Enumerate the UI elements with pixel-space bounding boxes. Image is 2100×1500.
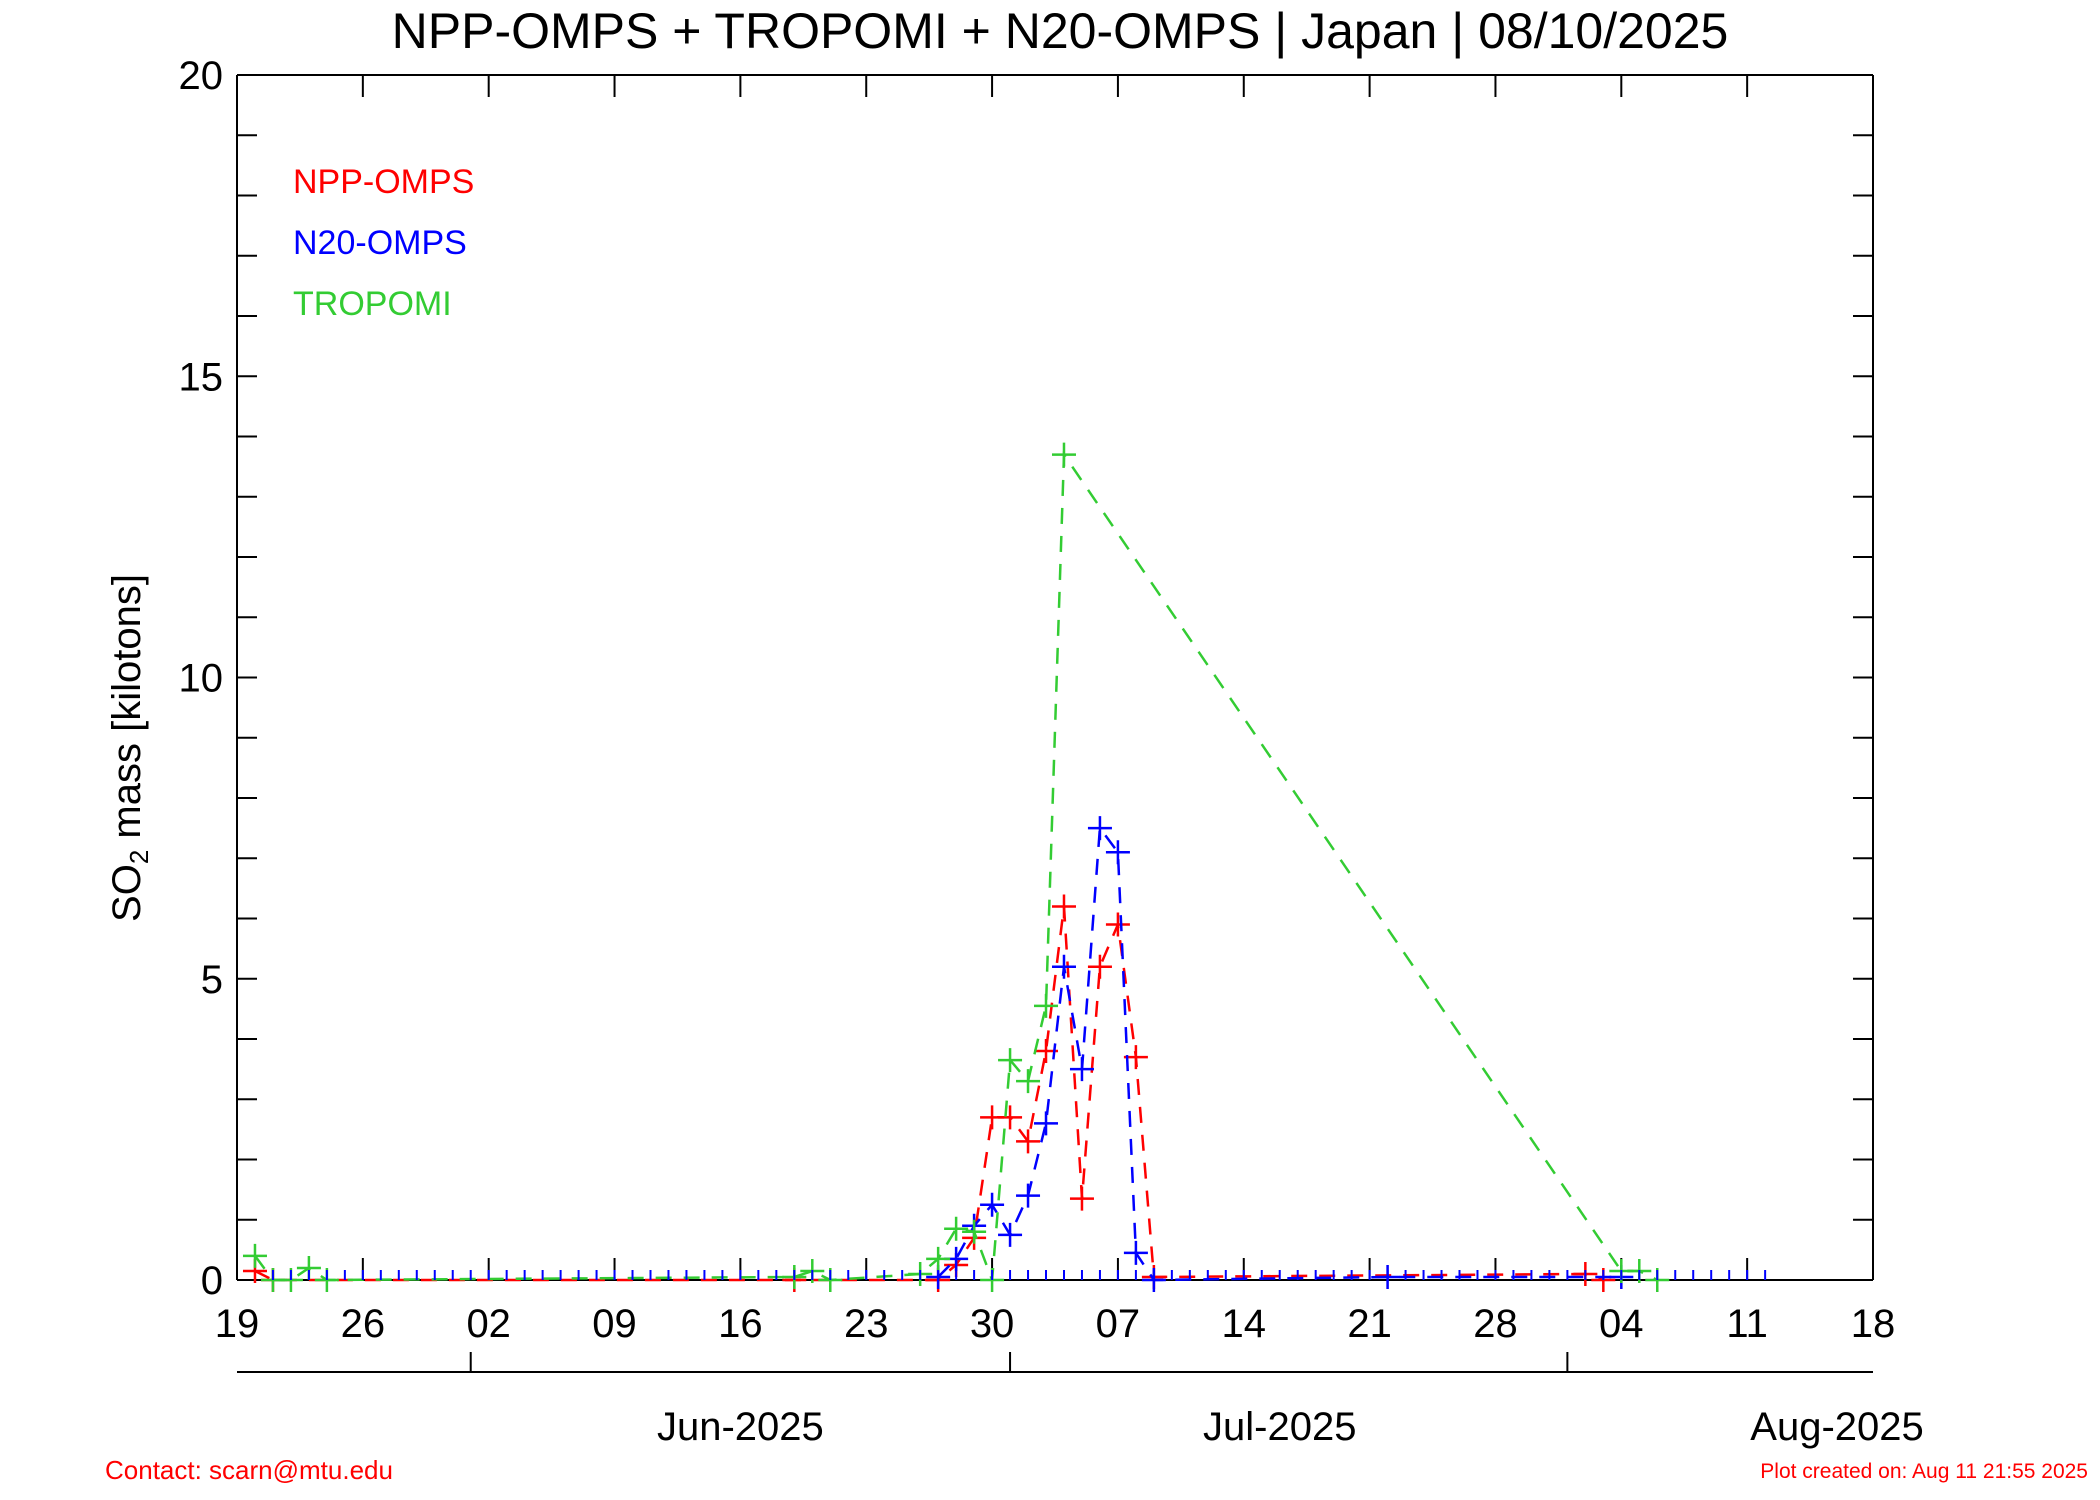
data-point	[1051, 954, 1076, 979]
data-point	[998, 1105, 1023, 1130]
contact-text: Contact: scarn@mtu.edu	[105, 1455, 393, 1485]
series-npp-omps	[242, 894, 1616, 1292]
legend-entry: TROPOMI	[293, 285, 452, 323]
y-axis: 0 5 10 15 20	[179, 54, 1873, 1303]
data-point	[998, 1222, 1023, 1247]
x-tick-label: 19	[215, 1302, 260, 1346]
x-tick-label: 14	[1222, 1302, 1267, 1346]
series-n20-omps	[926, 816, 1634, 1292]
data-point	[1016, 1129, 1041, 1154]
data-point	[1051, 442, 1076, 467]
x-tick-label: 21	[1347, 1302, 1392, 1346]
data-point	[1034, 993, 1059, 1018]
x-tick-label: 04	[1599, 1302, 1644, 1346]
data-point	[1105, 840, 1130, 865]
data-point	[1069, 1057, 1094, 1082]
series-line	[937, 824, 1622, 1282]
x-tick-label: 16	[718, 1302, 763, 1346]
x-tick-label: 28	[1473, 1302, 1518, 1346]
data-point	[962, 1219, 987, 1244]
y-tick-label: 5	[201, 958, 223, 1002]
plot-created-text: Plot created on: Aug 11 21:55 2025	[1760, 1460, 2088, 1483]
y-axis-label: SO2 mass [kilotons]	[105, 574, 154, 922]
x-tick-label: 07	[1096, 1302, 1141, 1346]
data-point	[1105, 912, 1130, 937]
legend-entry: NPP-OMPS	[293, 163, 474, 201]
grid-frame	[236, 74, 1874, 1373]
x-axis: 19 26 02 09 16 23 30 07 14 21 28 04 11 18	[215, 75, 1896, 1346]
series-layer	[242, 442, 1767, 1292]
legend-entry: N20-OMPS	[293, 224, 467, 262]
data-point	[1087, 954, 1112, 979]
data-point	[998, 1048, 1023, 1073]
series-tropomi	[242, 442, 1670, 1292]
data-point	[926, 1246, 951, 1271]
chart-title: NPP-OMPS + TROPOMI + N20-OMPS | Japan | …	[392, 3, 1729, 59]
month-tick-label: Jul-2025	[1203, 1405, 1356, 1449]
data-point	[1051, 894, 1076, 919]
month-axis: Jun-2025 Jul-2025 Aug-2025	[469, 1352, 1924, 1449]
month-tick-label: Aug-2025	[1750, 1405, 1923, 1449]
y-tick-label: 15	[179, 355, 224, 399]
y-tick-label: 10	[179, 657, 224, 701]
x-tick-label: 30	[970, 1302, 1015, 1346]
y-tick-label: 20	[179, 54, 224, 98]
data-point	[1069, 1186, 1094, 1211]
x-tick-label: 18	[1851, 1302, 1896, 1346]
x-tick-label: 02	[466, 1302, 511, 1346]
data-point	[242, 1243, 267, 1268]
series-line	[254, 906, 1604, 1282]
legend: NPP-OMPS N20-OMPS TROPOMI	[293, 163, 474, 323]
data-point	[944, 1216, 969, 1241]
data-point	[1016, 1069, 1041, 1094]
x-tick-label: 26	[341, 1302, 386, 1346]
data-point	[1123, 1240, 1148, 1265]
data-point	[1034, 1111, 1059, 1136]
data-point	[980, 1192, 1005, 1217]
baseline-observation-ticks	[271, 1270, 1767, 1280]
x-tick-label: 11	[1726, 1302, 1768, 1346]
data-point	[1087, 816, 1112, 841]
series-line	[253, 450, 1658, 1282]
month-tick-label: Jun-2025	[657, 1405, 824, 1449]
x-tick-label: 23	[844, 1302, 889, 1346]
x-tick-label: 09	[592, 1302, 637, 1346]
data-point	[1016, 1183, 1041, 1208]
y-tick-label: 0	[201, 1259, 223, 1303]
